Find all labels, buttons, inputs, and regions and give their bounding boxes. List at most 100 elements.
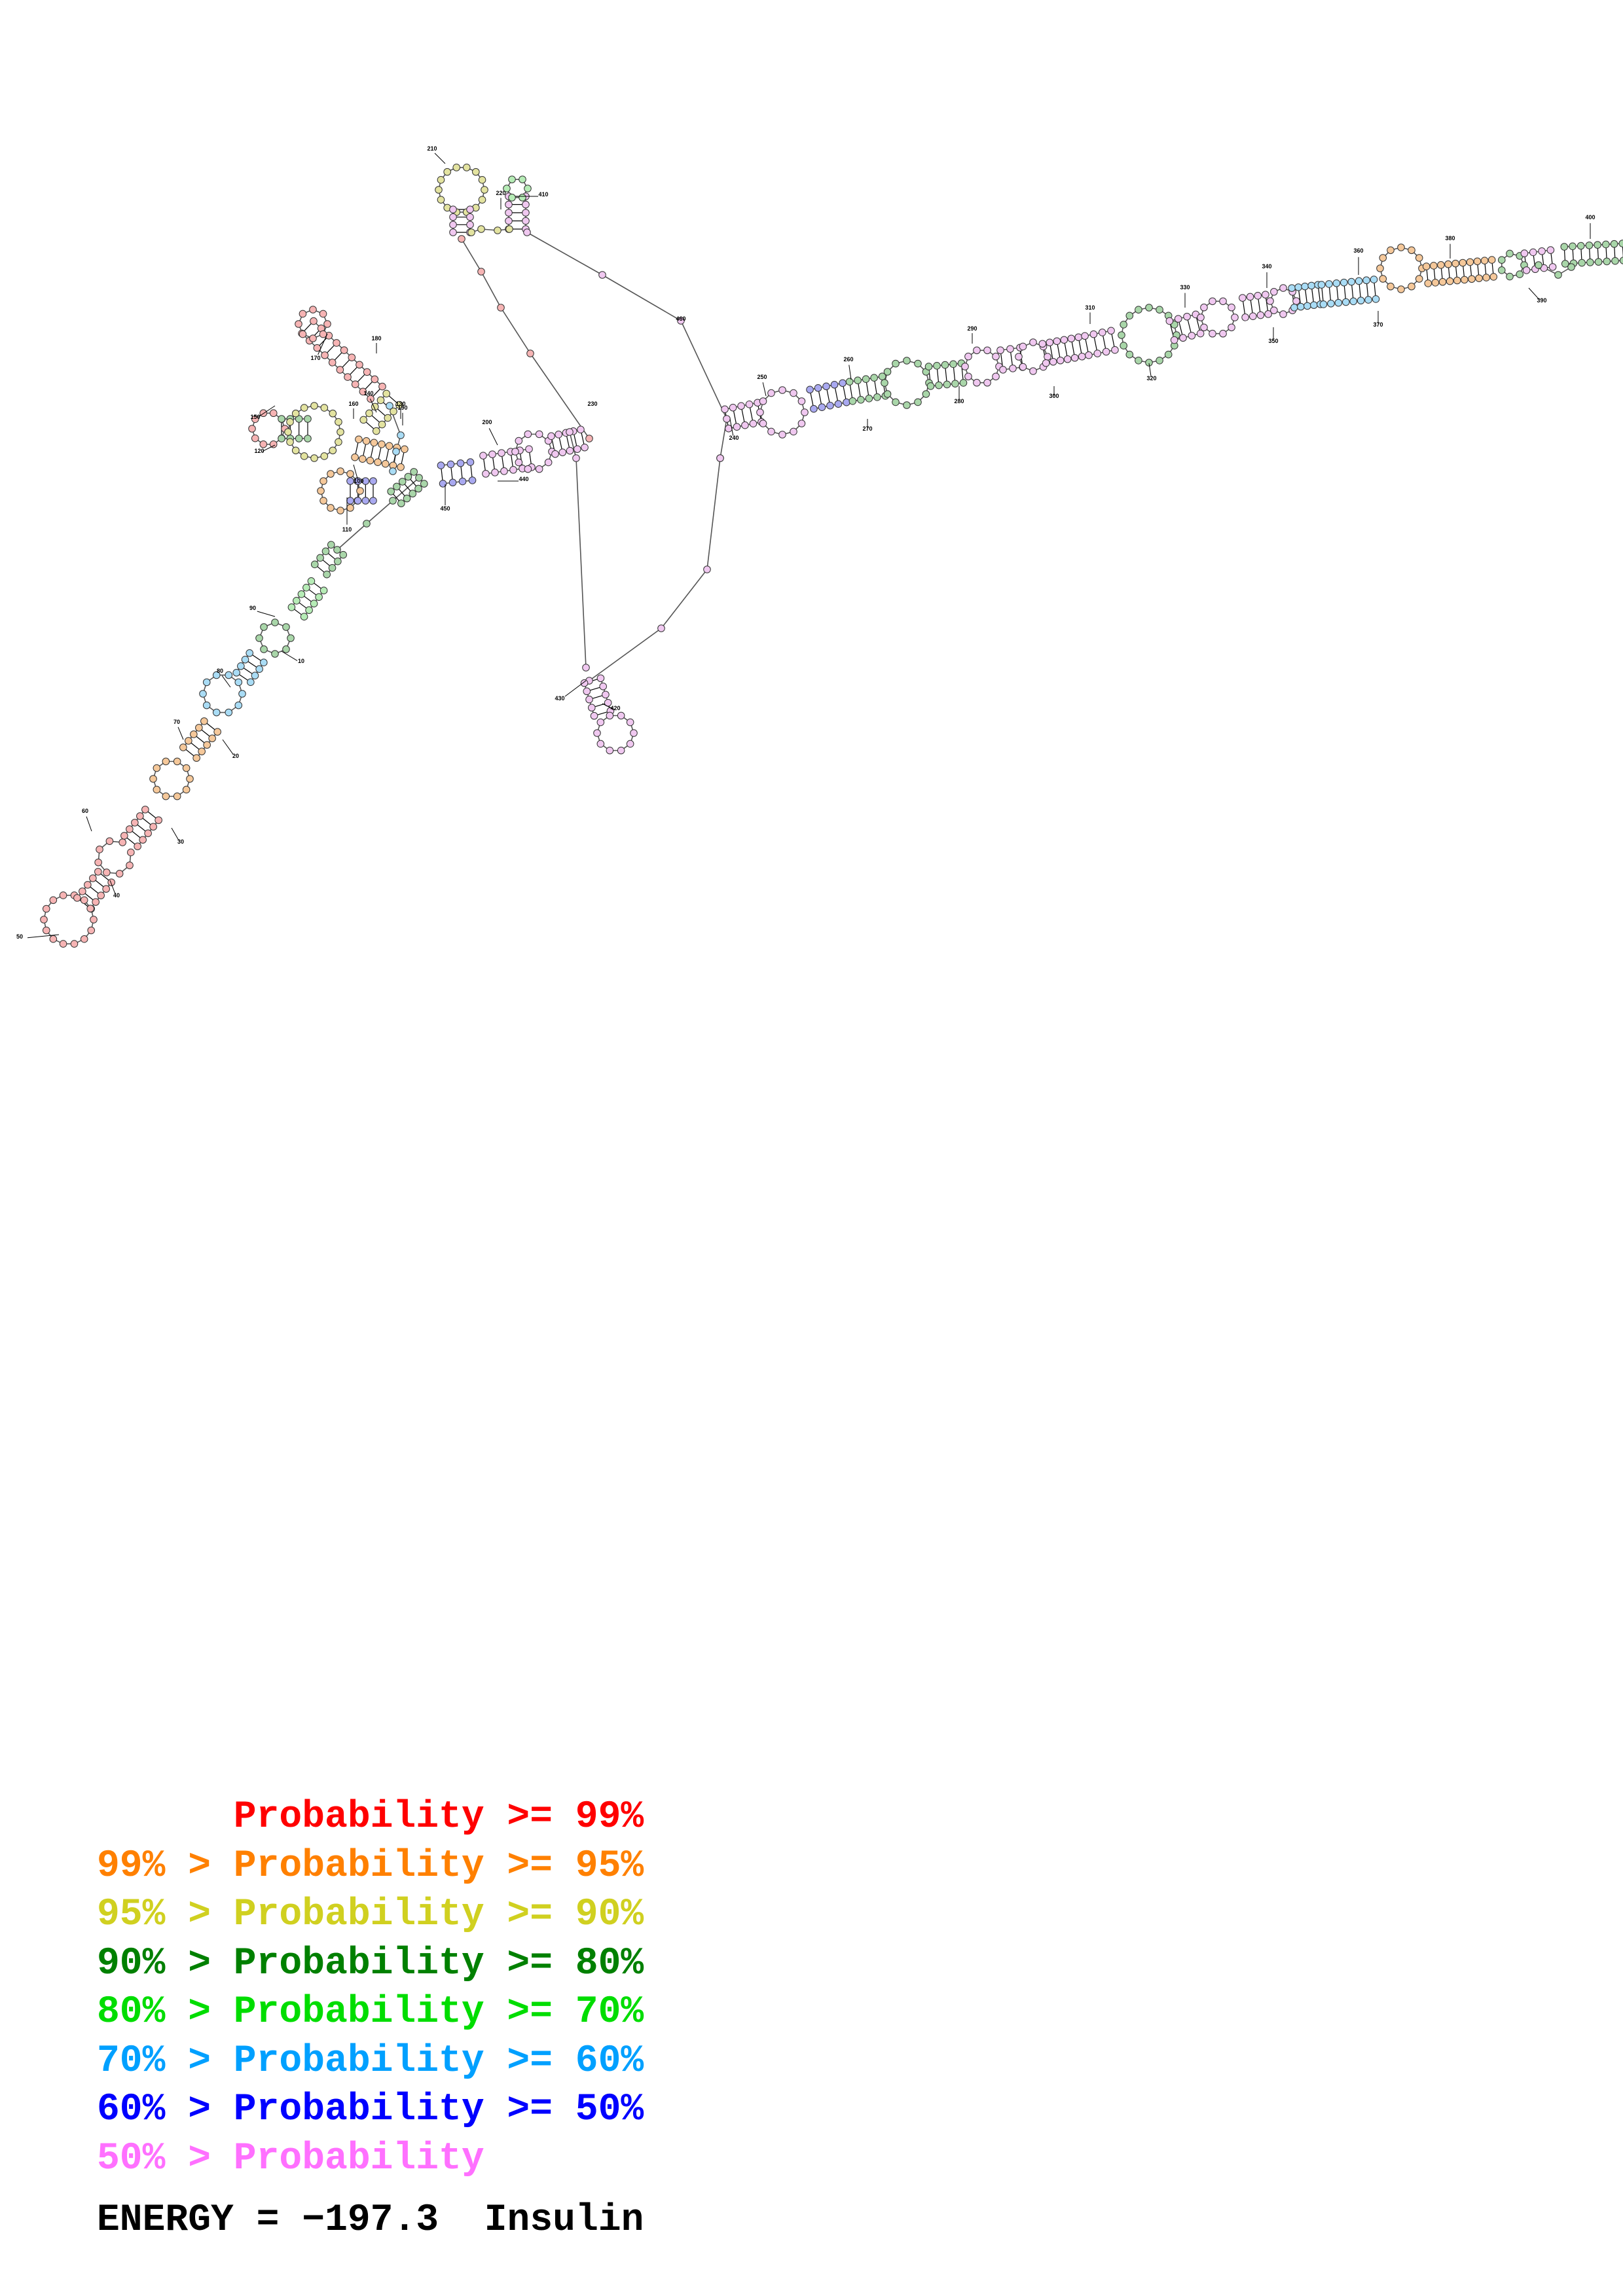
position-label: 70 — [173, 719, 180, 725]
nucleotide — [310, 454, 318, 462]
nucleotide — [389, 467, 397, 475]
nucleotide — [462, 164, 471, 171]
nucleotide — [630, 729, 638, 737]
nucleotide — [79, 888, 86, 895]
nucleotide — [378, 440, 386, 448]
nucleotide — [153, 785, 161, 794]
nucleotide — [346, 504, 354, 512]
nucleotide — [596, 674, 605, 683]
nucleotide — [361, 497, 370, 505]
nucleotide — [126, 861, 134, 869]
position-label: 380 — [1445, 235, 1455, 242]
nucleotide — [515, 458, 523, 467]
nucleotide — [323, 570, 331, 579]
nucleotide — [1415, 254, 1423, 262]
nucleotide — [1475, 274, 1483, 282]
nucleotide — [309, 306, 317, 314]
energy-value: −197.3 — [302, 2199, 439, 2242]
nucleotide — [1006, 345, 1014, 353]
position-tick — [109, 880, 116, 894]
nucleotide — [778, 431, 786, 439]
nucleotide — [1327, 299, 1335, 308]
nucleotide — [983, 378, 991, 387]
position-label: 320 — [1146, 375, 1156, 382]
nucleotide — [300, 452, 308, 460]
nucleotide — [778, 386, 786, 394]
nucleotide — [162, 792, 170, 800]
nucleotide — [310, 600, 318, 608]
nucleotide — [1262, 291, 1269, 298]
backbone-link — [337, 523, 367, 550]
nucleotide — [363, 368, 371, 376]
nucleotide — [1200, 323, 1208, 332]
nucleotide — [1561, 260, 1569, 268]
nucleotide — [449, 206, 457, 213]
nucleotide — [286, 418, 294, 426]
nucleotide — [203, 741, 211, 749]
nucleotide — [508, 194, 516, 202]
nucleotide — [155, 816, 162, 824]
nucleotide — [397, 463, 405, 471]
nucleotide — [1135, 357, 1142, 365]
nucleotide — [127, 848, 135, 857]
nucleotide — [134, 842, 141, 850]
nucleotide — [1307, 281, 1315, 290]
nucleotide — [1228, 323, 1235, 332]
backbone-link — [589, 628, 662, 681]
nucleotide — [466, 221, 474, 229]
nucleotide — [818, 403, 826, 412]
backbone-links — [43, 167, 1623, 944]
nucleotide — [477, 225, 485, 233]
nucleotide — [500, 467, 508, 475]
nucleotide — [365, 409, 373, 418]
nucleotide — [1586, 259, 1594, 266]
nucleotide — [361, 477, 370, 485]
nucleotide — [237, 662, 245, 670]
nucleotide — [1602, 240, 1610, 249]
position-label: 340 — [1262, 263, 1271, 270]
nucleotide — [198, 747, 206, 755]
nucleotide — [1196, 329, 1205, 338]
nucleotide — [677, 317, 685, 325]
nucleotide — [1497, 256, 1506, 264]
nucleotide — [544, 458, 553, 467]
nucleotide — [1070, 353, 1079, 362]
nucleotide — [371, 375, 379, 384]
nucleotide — [202, 678, 211, 687]
position-label: 210 — [427, 145, 437, 152]
nucleotide — [598, 271, 606, 279]
position-label: 190 — [397, 404, 407, 411]
nucleotide — [251, 672, 259, 680]
nucleotide — [271, 619, 279, 626]
nucleotide — [448, 478, 457, 487]
nucleotide — [1446, 277, 1454, 285]
nucleotide — [449, 221, 457, 229]
nucleotide — [179, 744, 187, 751]
nucleotide — [144, 829, 152, 837]
nucleotide — [505, 217, 513, 225]
nucleotide — [186, 775, 194, 783]
nucleotide — [854, 376, 862, 384]
nucleotide — [299, 330, 307, 338]
nucleotide — [873, 393, 881, 401]
nucleotide — [1506, 272, 1514, 281]
nucleotide — [759, 420, 767, 427]
nucleotide — [1610, 240, 1618, 248]
position-label: 390 — [1537, 297, 1546, 304]
nucleotide — [287, 603, 296, 611]
nucleotide — [320, 404, 329, 412]
nucleotide — [1200, 303, 1208, 312]
nucleotide — [482, 470, 490, 478]
nucleotide — [606, 746, 614, 755]
nucleotide — [212, 708, 221, 717]
nucleotide — [1340, 278, 1348, 287]
nucleotide — [806, 386, 814, 394]
nucleotide — [327, 504, 335, 512]
nucleotide — [456, 459, 465, 467]
nucleotide — [251, 415, 259, 423]
nucleotide — [1093, 350, 1102, 357]
nucleotide — [335, 418, 342, 426]
nucleotide — [498, 449, 505, 457]
nucleotide — [657, 624, 665, 632]
nucleotide — [452, 164, 461, 171]
